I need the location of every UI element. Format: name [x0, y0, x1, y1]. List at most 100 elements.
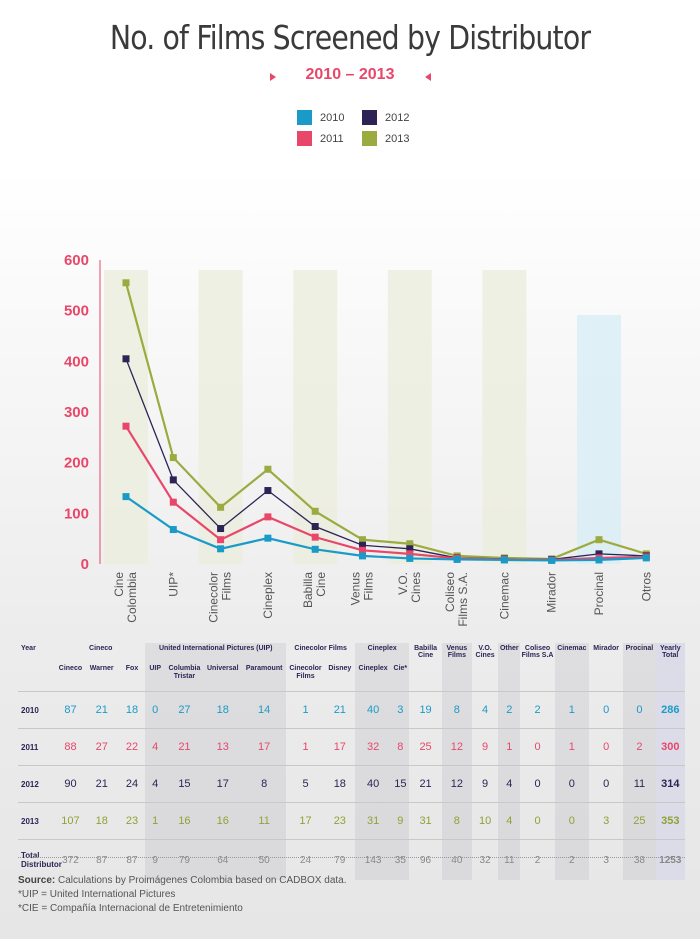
th-universal: Universal — [203, 661, 242, 692]
table-cell: 353 — [655, 802, 685, 840]
category-band — [482, 270, 527, 564]
x-tick-label: UIP* — [166, 572, 180, 597]
table-cell: 1 — [145, 802, 166, 840]
legend-swatch-2013 — [362, 131, 377, 146]
legend-item-2012: 2012 — [362, 110, 409, 125]
table-cell: 88 — [56, 728, 85, 766]
source-note: Source: Calculations by Proimágenes Colo… — [18, 874, 347, 888]
th-group-babilla: Babilla Cine — [414, 645, 438, 659]
source-text: Calculations by Proimágenes Colombia bas… — [55, 875, 347, 886]
table-cell: 27 — [84, 728, 119, 766]
table-cell: 40 — [441, 839, 472, 880]
uip-note: *UIP = United International Pictures — [18, 889, 176, 900]
x-tick-label: Cinemac — [497, 572, 511, 619]
table-cell: 9 — [145, 839, 166, 880]
data-point-2013 — [169, 454, 177, 462]
data-point-2010 — [217, 545, 225, 553]
table-cell: 15 — [165, 765, 204, 803]
x-tick-label: Procinal — [592, 572, 606, 615]
table-cell: 38 — [623, 839, 656, 880]
cie-note: *CIE = Compañía Internacional de Entrete… — [18, 903, 243, 914]
table-cell: 87 — [56, 691, 85, 729]
th-group-cineco: Cineco — [89, 645, 113, 652]
table-cell: 14 — [241, 691, 287, 729]
table-cell: 8 — [441, 691, 472, 729]
table-cell: 35 — [391, 839, 410, 880]
table-cell: 0 — [554, 765, 589, 803]
triangle-left-icon — [425, 73, 431, 81]
category-band — [198, 270, 243, 564]
table-cell: 24 — [286, 839, 325, 880]
data-table-wrap: Year Cineco United International Picture… — [18, 643, 685, 880]
table-cell: 64 — [203, 839, 242, 880]
table-cell: 79 — [165, 839, 204, 880]
table-row-2013: 2013 107 18 23 1 16 16 11 17 23 31 9 31 8 10 4 0 0 3 25 353 — [18, 802, 685, 840]
y-tick-label: 200 — [64, 455, 89, 472]
table-cell: 12 — [441, 728, 472, 766]
table-cell: 107 — [56, 802, 85, 840]
table-cell: 1 — [286, 691, 325, 729]
table-cell: 21 — [409, 765, 442, 803]
table-cell: 2 — [520, 691, 555, 729]
x-tick-label: V.O.Cines — [396, 572, 423, 603]
legend-swatch-2012 — [362, 110, 377, 125]
y-tick-label: 500 — [64, 303, 89, 320]
th-warner: Warner — [89, 665, 114, 672]
data-point-2013 — [311, 507, 319, 515]
table-cell: 0 — [623, 691, 656, 729]
legend-item-2010: 2010 — [297, 110, 344, 125]
table-cell: 50 — [241, 839, 287, 880]
table-cell: 0 — [588, 765, 624, 803]
table-cell: 87 — [118, 839, 146, 880]
chart-title: No. of Films Screened by Distributor — [109, 18, 591, 57]
th-group-mirador: Mirador — [593, 645, 619, 652]
data-point-2011 — [264, 513, 272, 521]
table-cell: 31 — [354, 802, 392, 840]
table-cell: 0 — [554, 802, 589, 840]
data-point-2013 — [406, 540, 414, 548]
table-cell: 8 — [391, 728, 410, 766]
th-group-other: Other — [498, 643, 521, 692]
subtitle-wrap: 2010 – 2013 — [0, 66, 700, 84]
category-band — [387, 270, 432, 564]
legend-label-2012: 2012 — [385, 111, 410, 124]
table-cell: 4 — [498, 765, 521, 803]
th-group-procinal: Procinal — [623, 643, 656, 692]
data-point-2012 — [595, 550, 603, 558]
data-point-2010 — [359, 552, 366, 560]
table-cell: 27 — [165, 691, 204, 729]
table-row-2012: 2012 90 21 24 4 15 17 8 5 18 40 15 21 12 9 4 0 0 0 11 314 — [18, 765, 685, 803]
table-cell: 25 — [409, 728, 442, 766]
data-point-2010 — [642, 554, 650, 562]
table-cell: 11 — [498, 839, 521, 880]
th-group-vo: V.O. Cines — [475, 645, 495, 659]
th-disney: Disney — [328, 665, 352, 672]
data-point-2010 — [264, 534, 272, 542]
th-group-cinemac: Cinemac — [554, 643, 589, 692]
th-fox: Fox — [125, 665, 139, 672]
table-cell: 21 — [165, 728, 204, 766]
data-point-2012 — [169, 476, 177, 484]
table-cell: 314 — [655, 765, 685, 803]
table-cell: 1 — [554, 691, 589, 729]
table-cell: 79 — [324, 839, 355, 880]
line-chart: 0 100 200 300 400 500 600 CineColombia UIP* Cinec… — [64, 252, 653, 627]
data-point-2012 — [406, 545, 414, 553]
th-columbia: Columbia Tristar — [165, 661, 204, 692]
th-cineco: Cineco — [58, 665, 83, 672]
table-cell: 4 — [145, 765, 166, 803]
legend-label-2010: 2010 — [320, 111, 345, 124]
table-cell: 2 — [498, 691, 521, 729]
data-point-2012 — [217, 525, 225, 533]
row-label: 2010 — [18, 691, 57, 729]
table-cell: 87 — [84, 839, 119, 880]
table-cell: 17 — [324, 728, 355, 766]
data-point-2010 — [453, 555, 461, 563]
table-row-total: Total Distributor 372 87 87 9 79 64 50 24 79 143 35… — [18, 839, 685, 880]
table-cell: 9 — [391, 802, 410, 840]
table-cell: 9 — [471, 728, 499, 766]
table-cell: 16 — [203, 802, 242, 840]
table-cell: 40 — [354, 691, 392, 729]
table-cell: 32 — [471, 839, 499, 880]
x-tick-label: CineColombia — [112, 572, 139, 623]
